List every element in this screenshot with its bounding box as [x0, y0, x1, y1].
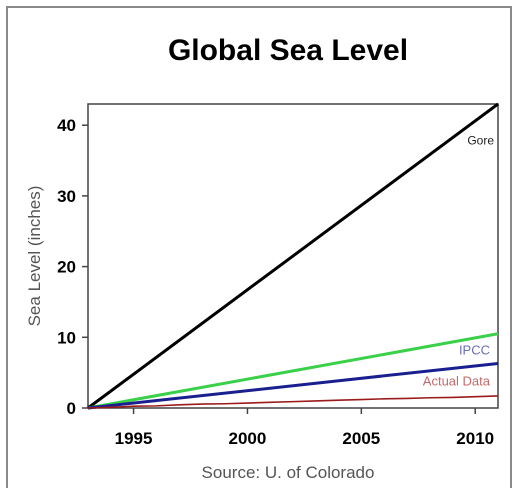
series-layer — [87, 102, 499, 410]
x-tick-label: 2000 — [229, 429, 267, 448]
x-tick-label: 1995 — [115, 429, 153, 448]
series-line-gore — [87, 102, 499, 410]
chart-frame — [6, 6, 512, 488]
y-tick-label: 10 — [57, 328, 76, 347]
x-axis: 1995 2000 2005 2010 — [115, 408, 494, 448]
y-tick-label: 0 — [67, 399, 76, 418]
y-axis: 0 10 20 30 40 — [57, 116, 88, 418]
chart-title: Global Sea Level — [168, 34, 408, 67]
x-tick-label: 2005 — [342, 429, 380, 448]
series-label: Actual Data — [423, 373, 491, 388]
plot-area — [87, 103, 499, 409]
series-label: IPCC — [459, 342, 490, 357]
y-tick-label: 40 — [57, 116, 76, 135]
y-tick-label: 20 — [57, 258, 76, 277]
series-line-ipcc — [87, 361, 499, 410]
series-line-green — [87, 332, 499, 410]
x-axis-label: Source: U. of Colorado — [202, 463, 375, 482]
series-label: Gore — [467, 133, 494, 147]
series-line-actual-data — [87, 395, 499, 409]
series-labels: Gore IPCC Actual Data — [423, 133, 495, 388]
y-axis-label: Sea Level (inches) — [25, 186, 44, 327]
y-tick-label: 30 — [57, 187, 76, 206]
x-tick-label: 2010 — [456, 429, 494, 448]
